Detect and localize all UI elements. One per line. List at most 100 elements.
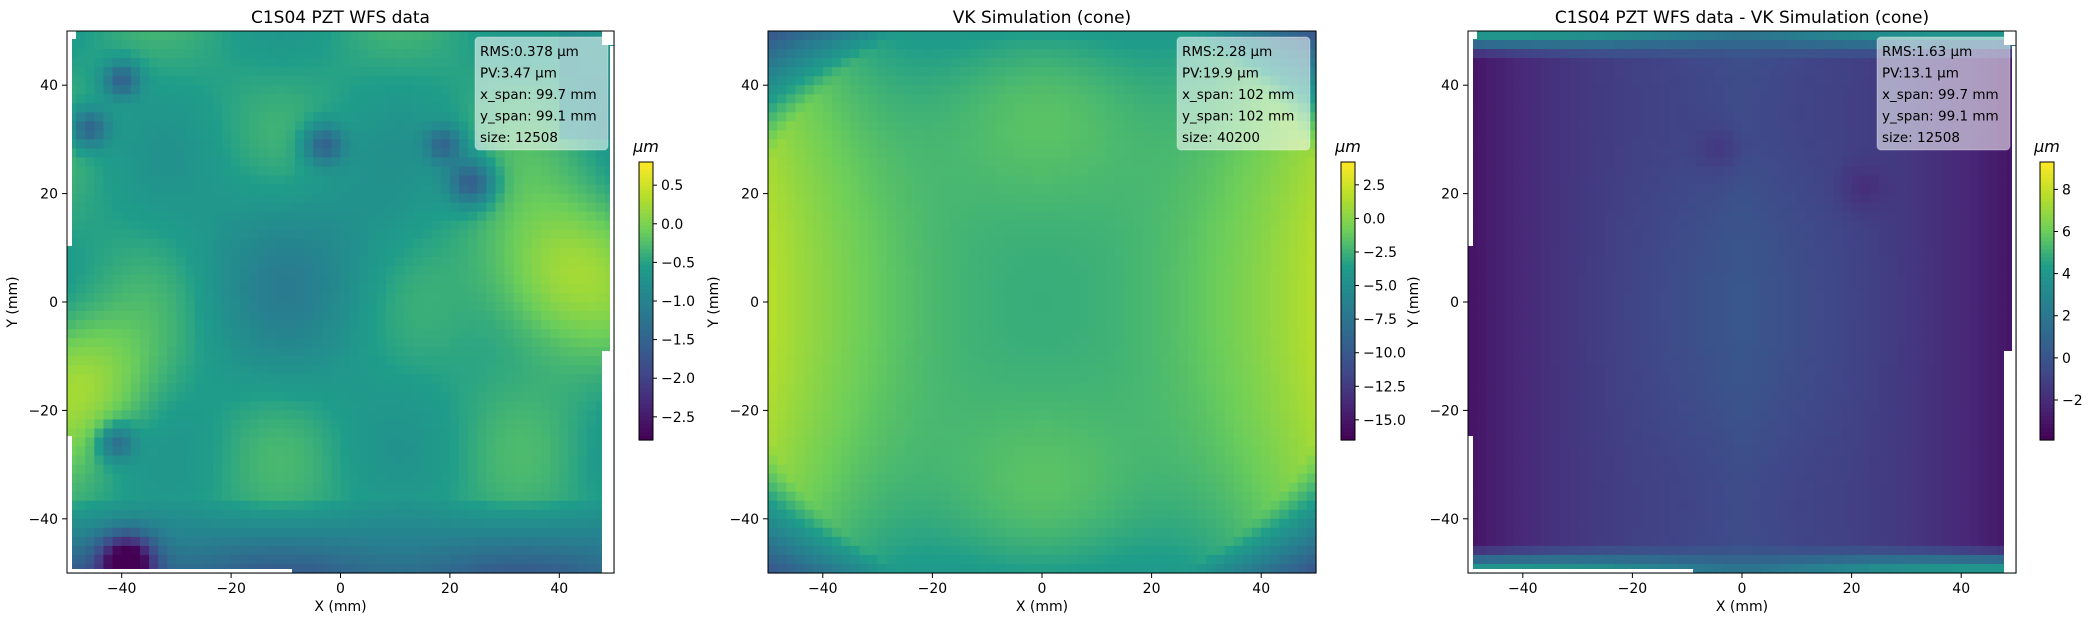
- heatmap-cell: [1142, 184, 1153, 195]
- heatmap-cell: [322, 112, 332, 122]
- heatmap-cell: [932, 40, 943, 50]
- heatmap-cell: [1042, 49, 1052, 59]
- heatmap-cell: [404, 437, 415, 448]
- heatmap-cell: [85, 311, 95, 321]
- heatmap-cell: [149, 455, 159, 466]
- heatmap-cell: [130, 437, 141, 448]
- heatmap-cell: [513, 256, 524, 267]
- heatmap-cell: [285, 175, 296, 186]
- heatmap-cell: [221, 193, 232, 204]
- heatmap-cell: [185, 247, 196, 258]
- heatmap-cell: [422, 229, 433, 240]
- heatmap-cell: [813, 175, 824, 186]
- heatmap-cell: [804, 40, 815, 50]
- heatmap-cell: [486, 518, 497, 529]
- heatmap-cell: [468, 247, 478, 258]
- heatmap-cell: [322, 320, 332, 330]
- heatmap-cell: [395, 229, 405, 240]
- heatmap-cell: [203, 464, 214, 475]
- heatmap-cell: [604, 130, 615, 140]
- heatmap-cell: [221, 58, 232, 68]
- heatmap-cell: [813, 58, 824, 68]
- heatmap-cell: [139, 58, 150, 68]
- heatmap-cell: [139, 265, 150, 276]
- heatmap-cell: [221, 292, 232, 303]
- heatmap-cell: [331, 49, 342, 59]
- heatmap-cell: [477, 31, 487, 41]
- heatmap-cell: [941, 94, 952, 104]
- heatmap-cell: [914, 85, 924, 95]
- heatmap-cell: [121, 455, 132, 466]
- heatmap-cell: [777, 220, 787, 231]
- heatmap-cell: [313, 175, 323, 186]
- heatmap-cell: [459, 311, 469, 321]
- heatmap-cell: [504, 464, 515, 475]
- heatmap-cell: [185, 347, 196, 357]
- heatmap-cell: [1169, 139, 1180, 150]
- heatmap-cell: [404, 464, 415, 475]
- heatmap-cell: [158, 166, 168, 177]
- heatmap-cell: [813, 193, 824, 204]
- heatmap-cell: [158, 473, 168, 484]
- heatmap-cell: [313, 356, 323, 366]
- heatmap-cell: [559, 211, 570, 222]
- heatmap-cell: [459, 392, 469, 402]
- heatmap-cell: [604, 85, 615, 95]
- heatmap-cell: [112, 283, 123, 294]
- heatmap-cell: [531, 491, 542, 502]
- heatmap-cell: [304, 49, 314, 59]
- heatmap-cell: [559, 428, 570, 439]
- heatmap-cell: [1306, 94, 1317, 104]
- heatmap-cell: [431, 455, 442, 466]
- heatmap-cell: [276, 302, 287, 312]
- colorbar-segment: [639, 169, 653, 175]
- heatmap-cell: [331, 446, 342, 457]
- heatmap-cell: [304, 419, 314, 430]
- heatmap-cell: [422, 302, 433, 312]
- heatmap-cell: [94, 410, 105, 421]
- heatmap-cell: [905, 76, 915, 86]
- heatmap-cell: [1069, 49, 1080, 59]
- heatmap-cell: [987, 103, 997, 113]
- heatmap-cell: [203, 40, 214, 50]
- heatmap-cell: [203, 139, 214, 150]
- heatmap-cell: [404, 31, 415, 41]
- heatmap-cell: [212, 482, 223, 493]
- heatmap-cell: [139, 112, 150, 122]
- heatmap-cell: [459, 103, 469, 113]
- heatmap-cell: [431, 500, 442, 511]
- heatmap-cell: [112, 76, 123, 86]
- heatmap-cell: [459, 455, 469, 466]
- heatmap-cell: [504, 311, 515, 321]
- heatmap-cell: [294, 545, 305, 556]
- heatmap-cell: [1060, 49, 1070, 59]
- heatmap-cell: [331, 518, 342, 529]
- heatmap-cell: [149, 464, 159, 475]
- heatmap-cell: [176, 392, 187, 402]
- heatmap-cell: [440, 85, 451, 95]
- heatmap-cell: [950, 184, 961, 195]
- heatmap-cell: [103, 518, 114, 529]
- heatmap-cell: [431, 401, 442, 411]
- heatmap-cell: [431, 49, 442, 59]
- heatmap-cell: [304, 58, 314, 68]
- heatmap-cell: [541, 292, 551, 303]
- heatmap-cell: [121, 527, 132, 538]
- heatmap-cell: [130, 292, 141, 303]
- heatmap-cell: [349, 157, 360, 168]
- heatmap-cell: [367, 527, 378, 538]
- heatmap-cell: [923, 175, 933, 186]
- heatmap-cell: [94, 67, 105, 77]
- heatmap-cell: [850, 103, 860, 113]
- heatmap-cell: [94, 491, 105, 502]
- heatmap-cell: [577, 374, 588, 384]
- heatmap-cell: [577, 166, 588, 177]
- heatmap-cell: [212, 401, 223, 411]
- heatmap-cell: [522, 365, 533, 375]
- heatmap-cell: [768, 94, 778, 104]
- heatmap-cell: [404, 302, 415, 312]
- heatmap-cell: [139, 292, 150, 303]
- heatmap-cell: [212, 365, 223, 375]
- heatmap-cell: [495, 202, 506, 213]
- heatmap-cell: [522, 175, 533, 186]
